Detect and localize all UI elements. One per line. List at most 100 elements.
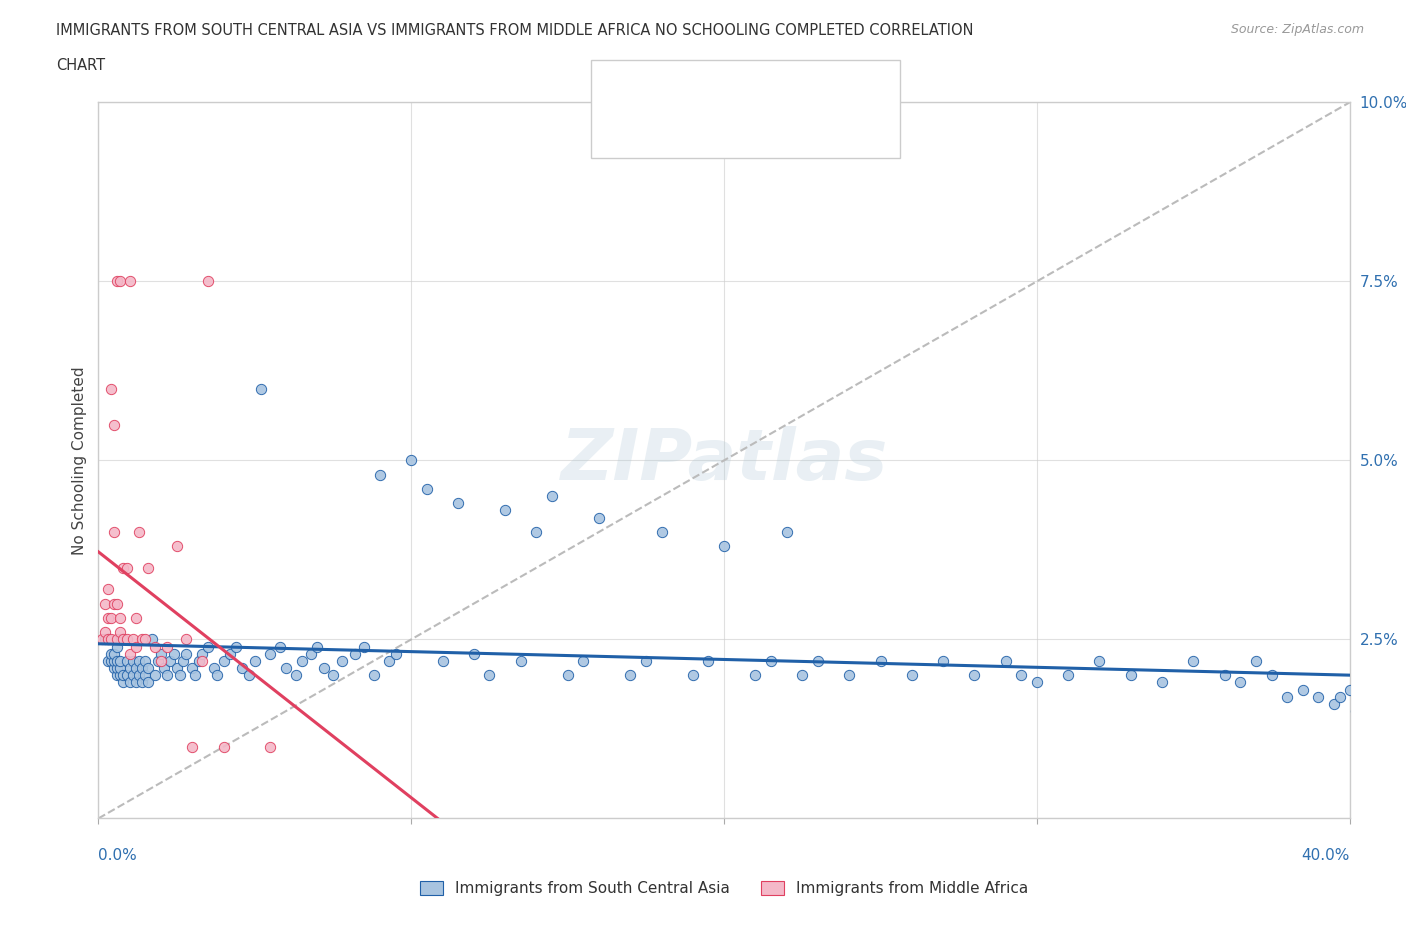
Point (166, 538, 188, 553)
Point (125, 639, 148, 654)
Point (1329, 689, 1351, 704)
Point (100, 646, 122, 661)
Point (153, 660, 176, 675)
Point (110, 273, 132, 288)
Point (112, 632, 135, 647)
Point (97, 610, 120, 625)
Point (509, 654, 531, 669)
Point (274, 660, 298, 675)
Point (1344, 703, 1367, 718)
Point (1026, 675, 1049, 690)
Point (572, 654, 595, 669)
Point (162, 646, 184, 661)
Point (713, 538, 735, 553)
Point (112, 632, 135, 647)
Point (118, 675, 141, 690)
Point (526, 525, 548, 539)
Text: R =: R = (644, 114, 678, 133)
Point (238, 668, 260, 683)
Point (259, 646, 281, 661)
Point (322, 668, 344, 683)
Point (994, 654, 1017, 669)
Point (131, 660, 153, 675)
Point (93, 596, 115, 611)
Text: N =: N = (731, 114, 765, 133)
Point (174, 646, 197, 661)
Point (97, 654, 120, 669)
Point (792, 668, 814, 683)
Point (494, 503, 516, 518)
Point (807, 654, 830, 669)
Point (125, 675, 148, 690)
Point (312, 660, 335, 675)
Point (259, 739, 281, 754)
Text: ZIPatlas: ZIPatlas (561, 426, 887, 495)
Point (1182, 654, 1205, 669)
Text: 0.0%: 0.0% (98, 848, 138, 863)
Text: 40.0%: 40.0% (1302, 848, 1350, 863)
Point (150, 654, 173, 669)
Point (115, 668, 138, 683)
Point (218, 646, 240, 661)
Point (125, 660, 148, 675)
Point (169, 668, 191, 683)
Point (202, 660, 225, 675)
Point (250, 381, 273, 396)
Point (190, 654, 212, 669)
Point (1213, 668, 1236, 683)
Point (105, 596, 128, 611)
Point (284, 668, 307, 683)
Point (105, 273, 128, 288)
Point (103, 525, 125, 539)
Point (121, 654, 143, 669)
Point (1339, 682, 1361, 697)
Point (105, 639, 128, 654)
Point (103, 596, 125, 611)
Legend: Immigrants from South Central Asia, Immigrants from Middle Africa: Immigrants from South Central Asia, Immi… (412, 873, 1036, 904)
Point (838, 668, 860, 683)
Point (125, 610, 148, 625)
Point (110, 660, 132, 675)
Point (93, 632, 115, 647)
Text: 0.312: 0.312 (661, 114, 717, 133)
Point (1244, 654, 1267, 669)
Point (353, 639, 375, 654)
Point (93, 625, 115, 640)
Point (932, 654, 955, 669)
Point (138, 675, 160, 690)
Point (541, 489, 564, 504)
Point (110, 668, 132, 683)
Point (187, 654, 209, 669)
Point (447, 496, 470, 511)
Point (332, 654, 354, 669)
Point (231, 660, 253, 675)
Point (1369, 711, 1392, 725)
Point (190, 646, 212, 661)
Point (212, 739, 235, 754)
Point (225, 639, 247, 654)
Point (759, 654, 782, 669)
Point (166, 660, 188, 675)
Point (197, 639, 219, 654)
Point (146, 654, 169, 669)
Point (172, 654, 194, 669)
Point (128, 654, 150, 669)
Point (128, 668, 150, 683)
Point (100, 654, 122, 669)
Point (1400, 718, 1406, 733)
Point (181, 739, 204, 754)
Point (776, 525, 799, 539)
Point (112, 668, 135, 683)
Point (963, 668, 986, 683)
Point (115, 560, 138, 575)
Point (118, 273, 141, 288)
Point (416, 482, 439, 497)
Point (478, 668, 501, 683)
Point (1385, 703, 1406, 718)
Point (150, 646, 173, 661)
Point (110, 632, 132, 647)
Point (368, 467, 391, 482)
Point (97, 632, 120, 647)
Text: IMMIGRANTS FROM SOUTH CENTRAL ASIA VS IMMIGRANTS FROM MIDDLE AFRICA NO SCHOOLING: IMMIGRANTS FROM SOUTH CENTRAL ASIA VS IM… (56, 23, 974, 38)
Point (588, 511, 610, 525)
